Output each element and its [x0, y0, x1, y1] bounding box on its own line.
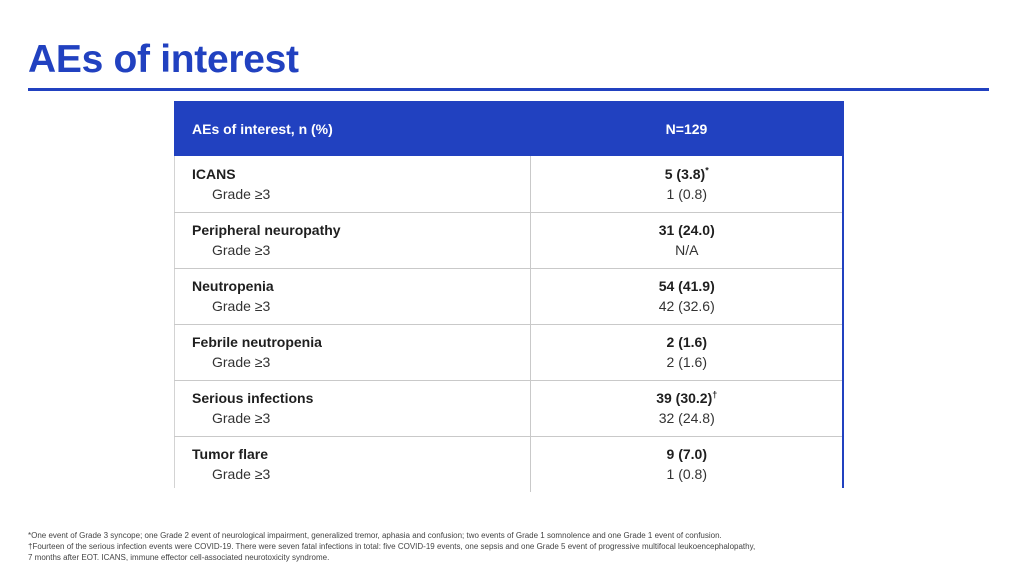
footnote-mark: †	[712, 389, 718, 400]
ae-name: ICANS	[192, 165, 236, 182]
table-row: Tumor flare Grade ≥3 9 (7.0) 1 (0.8)	[174, 436, 843, 492]
row-label-cell: Tumor flare Grade ≥3	[174, 436, 531, 492]
ae-value: 54 (41.9)	[658, 278, 715, 294]
table-row: Neutropenia Grade ≥3 54 (41.9) 42 (32.6)	[174, 268, 843, 324]
grade-label: Grade ≥3	[212, 298, 271, 314]
header-label: AEs of interest, n (%)	[192, 120, 333, 137]
grade-label: Grade ≥3	[212, 242, 271, 258]
table-row: Peripheral neuropathy Grade ≥3 31 (24.0)…	[174, 212, 843, 268]
ae-value: 31 (24.0)	[658, 222, 715, 238]
table-row: Febrile neutropenia Grade ≥3 2 (1.6) 2 (…	[174, 324, 843, 380]
row-label-cell: ICANS Grade ≥3	[174, 156, 531, 212]
row-value-cell: 9 (7.0) 1 (0.8)	[530, 436, 843, 492]
grade-value: N/A	[675, 242, 699, 258]
grade-value: 2 (1.6)	[666, 354, 707, 370]
grade-label: Grade ≥3	[212, 466, 271, 483]
row-value-cell: 39 (30.2)† 32 (24.8)	[530, 380, 843, 436]
row-label-cell: Serious infections Grade ≥3	[174, 380, 531, 436]
footnotes: *One event of Grade 3 syncope; one Grade…	[28, 530, 1003, 563]
footnote-mark: *	[705, 165, 709, 176]
row-label-cell: Neutropenia Grade ≥3	[174, 268, 531, 324]
footnote-1: *One event of Grade 3 syncope; one Grade…	[28, 531, 722, 540]
header-value: N=129	[665, 120, 708, 137]
table-row: ICANS Grade ≥3 5 (3.8)* 1 (0.8)	[174, 156, 843, 212]
ae-name: Peripheral neuropathy	[192, 222, 341, 238]
row-value-cell: 2 (1.6) 2 (1.6)	[530, 324, 843, 380]
ae-table-container: AEs of interest, n (%) N=129 ICANS Grade…	[174, 101, 843, 492]
row-value-cell: 54 (41.9) 42 (32.6)	[530, 268, 843, 324]
ae-table: AEs of interest, n (%) N=129 ICANS Grade…	[174, 101, 843, 492]
footnote-2-line-2: 7 months after EOT. ICANS, immune effect…	[28, 553, 330, 562]
table-right-edge	[842, 101, 844, 488]
ae-name: Febrile neutropenia	[192, 334, 322, 350]
row-label-cell: Febrile neutropenia Grade ≥3	[174, 324, 531, 380]
row-value-cell: 31 (24.0) N/A	[530, 212, 843, 268]
row-value-cell: 5 (3.8)* 1 (0.8)	[530, 156, 843, 212]
ae-name: Serious infections	[192, 390, 314, 406]
grade-value: 32 (24.8)	[658, 410, 715, 426]
ae-value: 2 (1.6)	[666, 334, 707, 350]
grade-value: 1 (0.8)	[666, 466, 707, 483]
grade-value: 42 (32.6)	[658, 298, 715, 314]
ae-value: 9 (7.0)	[666, 446, 707, 463]
table-row: Serious infections Grade ≥3 39 (30.2)† 3…	[174, 380, 843, 436]
grade-label: Grade ≥3	[212, 410, 271, 426]
title-underline	[28, 88, 989, 91]
grade-value: 1 (0.8)	[666, 185, 707, 202]
grade-label: Grade ≥3	[212, 185, 271, 202]
page-title: AEs of interest	[28, 38, 299, 81]
ae-name: Tumor flare	[192, 446, 268, 463]
row-label-cell: Peripheral neuropathy Grade ≥3	[174, 212, 531, 268]
table-header-row: AEs of interest, n (%) N=129	[174, 101, 843, 156]
ae-value: 5 (3.8)	[664, 165, 706, 182]
ae-value: 39 (30.2)	[656, 390, 713, 406]
grade-label: Grade ≥3	[212, 354, 271, 370]
footnote-2-line-1: †Fourteen of the serious infection event…	[28, 542, 756, 551]
ae-name: Neutropenia	[192, 278, 274, 294]
